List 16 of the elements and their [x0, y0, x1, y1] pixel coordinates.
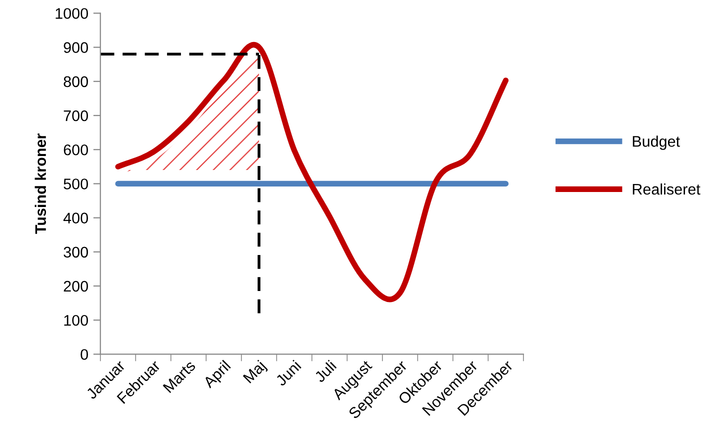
legend-label: Realiseret	[632, 183, 700, 195]
legend-label: Budget	[632, 136, 680, 150]
x-tick-label: Juli	[313, 360, 337, 384]
y-tick-label: 500	[64, 178, 88, 190]
y-tick-label: 400	[63, 212, 88, 224]
y-tick-label: 800	[64, 76, 88, 88]
y-tick-label: 900	[64, 42, 88, 53]
y-tick-label: 600	[64, 144, 88, 156]
y-tick-label: 700	[64, 110, 88, 122]
y-tick-label: 1000	[56, 8, 88, 19]
y-tick-label: 200	[64, 280, 88, 292]
y-tick-label: 0	[80, 349, 88, 360]
y-tick-label: 100	[64, 314, 88, 326]
y-tick-label: 300	[64, 246, 88, 258]
x-tick-label: Maj	[242, 360, 268, 386]
y-axis-title: Tusind kroner	[34, 134, 46, 234]
